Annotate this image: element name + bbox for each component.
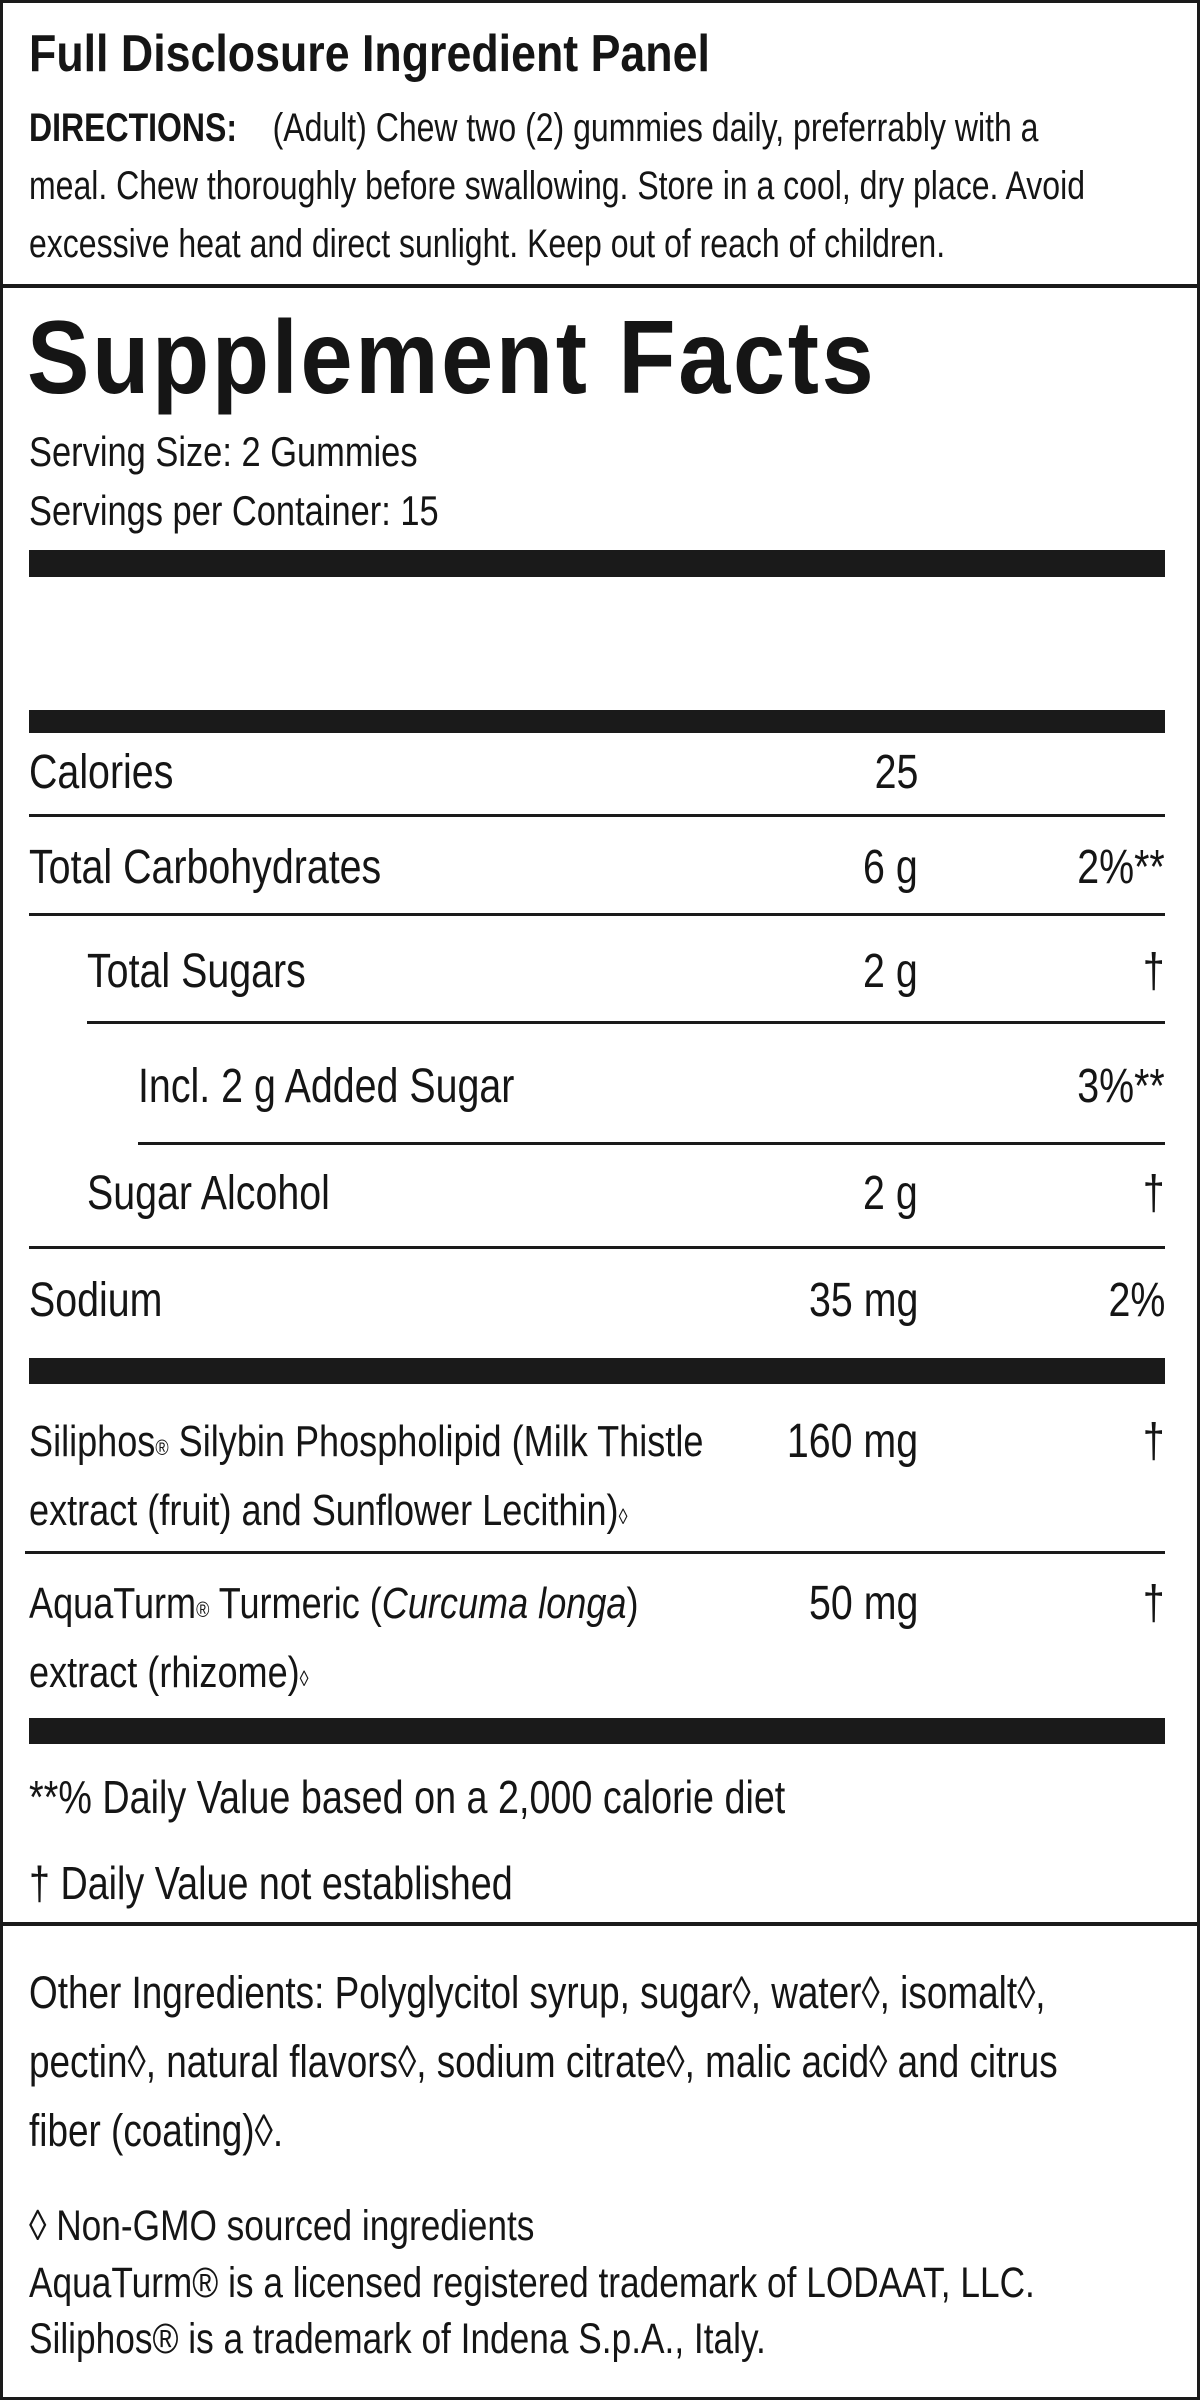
thick-bar xyxy=(29,710,1165,733)
directions-text: meal. Chew thoroughly before swallowing.… xyxy=(29,164,1085,208)
other-ingredients-line: fiber (coating)◊. xyxy=(29,2105,284,2156)
directions-text: excessive heat and direct sunlight. Keep… xyxy=(29,222,946,266)
section-divider xyxy=(3,284,1197,288)
thick-bar xyxy=(29,550,1165,577)
nutrient-name: Sodium xyxy=(29,1274,163,1327)
thick-bar xyxy=(29,1718,1165,1744)
nutrient-name: Sugar Alcohol xyxy=(87,1167,330,1220)
row-rule xyxy=(25,1551,1165,1554)
nutrient-dv: 2% xyxy=(1108,1274,1165,1327)
ingredient-amount: 50 mg xyxy=(808,1577,918,1630)
directions-line-3: excessive heat and direct sunlight. Keep… xyxy=(29,219,1174,269)
ingredient-amount: 160 mg xyxy=(786,1415,918,1468)
nutrient-dv: 3%** xyxy=(1077,1060,1165,1113)
serving-size: Serving Size: 2 Gummies xyxy=(29,422,503,482)
directions-line-1: DIRECTIONS: (Adult) Chew two (2) gummies… xyxy=(29,103,1197,153)
directions-line-2: meal. Chew thoroughly before swallowing.… xyxy=(29,161,1197,211)
facts-title-text: Supplement Facts xyxy=(27,300,877,416)
nutrient-amount: 25 xyxy=(874,746,918,799)
nutrient-name: Total Sugars xyxy=(87,945,306,998)
ingredient-name: AquaTurm® Turmeric (Curcuma longa) xyxy=(29,1579,639,1628)
nutrient-name: Calories xyxy=(29,746,174,799)
nutrient-name: Total Carbohydrates xyxy=(29,841,382,894)
other-ingredients-line: Other Ingredients: Polyglycitol syrup, s… xyxy=(29,1967,1046,2018)
panel-title: Full Disclosure Ingredient Panel xyxy=(29,21,821,87)
panel-title-text: Full Disclosure Ingredient Panel xyxy=(29,25,710,83)
trademark-siliphos: Siliphos® is a trademark of Indena S.p.A… xyxy=(29,2315,766,2363)
ingredient-name-line2: extract (fruit) and Sunflower Lecithin)◊ xyxy=(29,1486,628,1535)
directions-label: DIRECTIONS: xyxy=(29,106,237,150)
nutrient-amount: 35 mg xyxy=(808,1274,918,1327)
thick-bar xyxy=(29,1358,1165,1384)
other-ingredients-line: pectin◊, natural flavors◊, sodium citrat… xyxy=(29,2036,1058,2087)
facts-title: Supplement Facts xyxy=(27,301,971,415)
serving-size-text: Serving Size: 2 Gummies xyxy=(29,428,418,475)
ingredient-dv: † xyxy=(1143,1415,1165,1468)
row-rule xyxy=(29,814,1165,817)
nutrient-amount: 2 g xyxy=(863,945,918,998)
servings-per-container: Servings per Container: 15 xyxy=(29,481,529,541)
non-gmo-note: ◊ Non-GMO sourced ingredients xyxy=(29,2202,535,2250)
footnote-not-established: † Daily Value not established xyxy=(29,1857,513,1909)
nutrient-amount: 6 g xyxy=(863,841,918,894)
nutrient-name: Incl. 2 g Added Sugar xyxy=(138,1060,515,1113)
row-rule xyxy=(29,1246,1165,1249)
directions-text: (Adult) Chew two (2) gummies daily, pref… xyxy=(272,106,1039,150)
row-rule xyxy=(29,913,1165,916)
nutrient-dv: † xyxy=(1143,945,1165,998)
footnote-daily-value: **% Daily Value based on a 2,000 calorie… xyxy=(29,1771,786,1823)
nutrient-dv: 2%** xyxy=(1077,841,1165,894)
nutrient-dv: † xyxy=(1143,1167,1165,1220)
trademark-aquaturm: AquaTurm® is a licensed registered trade… xyxy=(29,2259,1035,2307)
ingredient-name: Siliphos® Silybin Phospholipid (Milk Thi… xyxy=(29,1417,704,1466)
row-rule xyxy=(87,1021,1165,1024)
ingredient-name-line2: extract (rhizome)◊ xyxy=(29,1648,309,1697)
nutrient-amount: 2 g xyxy=(863,1167,918,1220)
section-divider xyxy=(3,1922,1197,1926)
row-rule xyxy=(138,1142,1165,1145)
ingredient-dv: † xyxy=(1143,1577,1165,1630)
servings-per-container-text: Servings per Container: 15 xyxy=(29,487,439,534)
